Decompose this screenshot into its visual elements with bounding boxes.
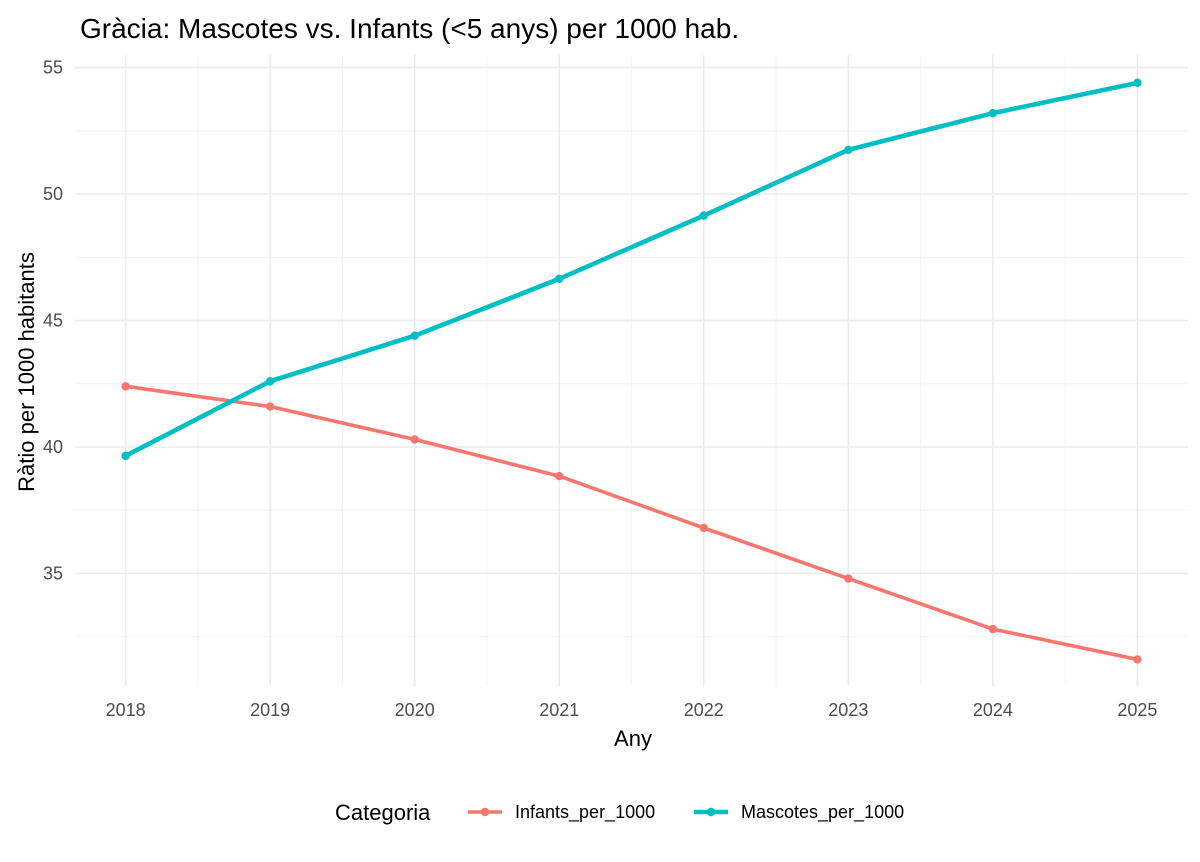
x-tick-label: 2022	[684, 700, 724, 720]
data-point-infants-per-1000	[844, 574, 853, 583]
y-axis-title: Ràtio per 1000 habitants	[14, 252, 39, 492]
data-point-mascotes-per-1000	[844, 145, 853, 155]
x-axis-title: Any	[614, 726, 652, 751]
data-point-mascotes-per-1000	[265, 377, 275, 386]
series-layer	[121, 78, 1142, 664]
data-point-mascotes-per-1000	[410, 331, 419, 340]
series-line-mascotes-per-1000	[123, 80, 1140, 459]
data-point-infants-per-1000	[410, 435, 419, 444]
legend-key-point-infants-per-1000	[480, 807, 490, 817]
data-point-infants-per-1000	[699, 523, 708, 533]
legend-title: Categoria	[335, 800, 431, 825]
data-point-infants-per-1000	[1133, 655, 1142, 664]
minor-gridlines	[75, 55, 1188, 686]
x-tick-label: 2018	[106, 700, 146, 720]
y-tick-label: 35	[43, 563, 63, 583]
x-tick-label: 2021	[539, 700, 579, 720]
x-tick-label: 2024	[973, 700, 1013, 720]
y-tick-label: 40	[43, 437, 63, 457]
y-tick-label: 45	[43, 311, 63, 331]
legend-key-point-mascotes-per-1000	[706, 807, 716, 817]
x-tick-label: 2023	[828, 700, 868, 720]
x-tick-label: 2019	[250, 700, 290, 720]
legend-items: Infants_per_1000 Mascotes_per_1000	[468, 802, 904, 823]
legend-label-infants-per-1000: Infants_per_1000	[515, 802, 655, 823]
legend-label-mascotes-per-1000: Mascotes_per_1000	[741, 802, 904, 823]
data-point-infants-per-1000	[988, 624, 998, 634]
y-axis-ticks: 35 40 45 50 55	[43, 58, 63, 584]
legend: Categoria Infants_per_1000 Mascotes_per_1…	[335, 800, 904, 825]
data-point-mascotes-per-1000	[699, 211, 708, 220]
data-point-mascotes-per-1000	[555, 274, 564, 284]
major-gridlines	[75, 55, 1188, 686]
chart-title: Gràcia: Mascotes vs. Infants (<5 anys) p…	[80, 13, 739, 44]
y-tick-label: 50	[43, 184, 63, 204]
data-point-mascotes-per-1000	[121, 451, 130, 461]
data-point-infants-per-1000	[121, 382, 130, 391]
data-point-mascotes-per-1000	[988, 108, 998, 118]
y-tick-label: 55	[43, 58, 63, 78]
data-point-infants-per-1000	[555, 471, 564, 481]
x-tick-label: 2025	[1117, 700, 1157, 720]
x-tick-label: 2020	[395, 700, 435, 720]
x-axis-ticks: 2018 2019 2020 2021 2022 2023 2024 2025	[106, 700, 1158, 720]
data-point-mascotes-per-1000	[1133, 78, 1142, 88]
data-point-infants-per-1000	[265, 402, 275, 411]
series-line-infants-per-1000	[123, 384, 1140, 662]
